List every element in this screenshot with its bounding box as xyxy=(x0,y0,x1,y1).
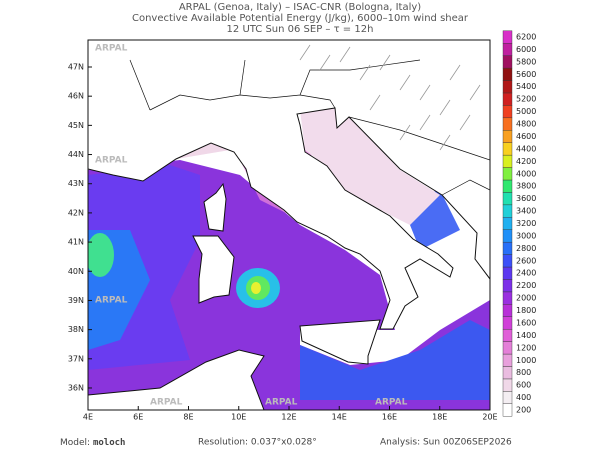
colorbar-swatch xyxy=(502,403,513,417)
lat-label: 46N xyxy=(68,92,84,101)
lon-label: 16E xyxy=(382,413,397,422)
colorbar-label: 3000 xyxy=(516,231,536,240)
colorbar-label: 4000 xyxy=(516,169,536,178)
lat-label: 39N xyxy=(68,296,84,305)
lat-label: 47N xyxy=(68,63,84,72)
lat-label: 44N xyxy=(68,150,84,159)
header-line: ARPAL (Genoa, Italy) – ISAC-CNR (Bologna… xyxy=(179,2,421,13)
watermark: ARPAL xyxy=(265,398,298,408)
lon-label: 18E xyxy=(432,413,447,422)
colorbar-swatch xyxy=(502,204,513,218)
colorbar-label: 1200 xyxy=(516,343,536,352)
colorbar-label: 2200 xyxy=(516,281,536,290)
colorbar-swatch xyxy=(502,105,513,119)
colorbar-label: 5600 xyxy=(516,70,536,79)
watermark: ARPAL xyxy=(95,44,128,54)
lon-label: 12E xyxy=(281,413,296,422)
colorbar-swatch xyxy=(502,391,513,404)
colorbar-swatch xyxy=(502,192,513,206)
colorbar-swatch xyxy=(502,316,513,330)
header-line: 12 UTC Sun 06 SEP – τ = 12h xyxy=(227,24,374,35)
colorbar-label: 200 xyxy=(516,406,531,415)
colorbar-swatch xyxy=(502,378,513,392)
colorbar-label: 1600 xyxy=(516,318,536,327)
colorbar-label: 5000 xyxy=(516,107,536,116)
header-line: Convective Available Potential Energy (J… xyxy=(132,13,469,24)
colorbar-swatch xyxy=(502,353,513,367)
model-label: Model: xyxy=(60,438,90,448)
lat-label: 41N xyxy=(68,238,84,247)
colorbar-swatch xyxy=(502,217,513,230)
colorbar-swatch xyxy=(502,167,513,181)
colorbar-label: 4400 xyxy=(516,144,536,153)
colorbar-label: 3800 xyxy=(516,182,536,191)
lon-label: 4E xyxy=(83,413,93,422)
colorbar-swatch xyxy=(502,279,513,293)
colorbar-swatch xyxy=(502,179,513,193)
footer-analysis: Analysis: Sun 00Z06SEP2026 xyxy=(380,438,512,448)
colorbar-label: 2400 xyxy=(516,269,536,278)
colorbar-label: 5400 xyxy=(516,82,536,91)
colorbar-label: 2000 xyxy=(516,294,536,303)
lon-label: 14E xyxy=(332,413,347,422)
colorbar-swatch xyxy=(502,43,513,56)
footer-resolution: Resolution: 0.037°x0.028° xyxy=(198,438,317,448)
colorbar-label: 4200 xyxy=(516,157,536,166)
colorbar-label: 4800 xyxy=(516,120,536,129)
colorbar-label: 800 xyxy=(516,368,531,377)
colorbar-swatch xyxy=(502,142,513,156)
colorbar-swatch xyxy=(502,80,513,94)
watermark: ARPAL xyxy=(375,398,408,408)
lat-label: 43N xyxy=(68,179,84,188)
colorbar-swatch xyxy=(502,92,513,106)
colorbar-label: 6200 xyxy=(516,33,536,42)
colorbar-label: 600 xyxy=(516,381,531,390)
colorbar-label: 2600 xyxy=(516,256,536,265)
colorbar-swatch xyxy=(502,328,513,342)
colorbar-label: 6000 xyxy=(516,45,536,54)
colorbar-swatch xyxy=(502,341,513,355)
model-name: moloch xyxy=(93,438,126,448)
lat-label: 40N xyxy=(68,267,84,276)
lon-label: 20E xyxy=(482,413,497,422)
colorbar-label: 3400 xyxy=(516,207,536,216)
colorbar-swatch xyxy=(502,130,513,143)
map-field: ARPAL ARPAL ARPAL ARPAL ARPAL ARPAL xyxy=(88,40,490,410)
colorbar-swatch xyxy=(502,154,513,168)
colorbar-label: 1000 xyxy=(516,356,536,365)
lat-label: 38N xyxy=(68,325,84,334)
lon-label: 6E xyxy=(133,413,143,422)
colorbar-swatch xyxy=(502,304,513,317)
colorbar-label: 4600 xyxy=(516,132,536,141)
colorbar-label: 1800 xyxy=(516,306,536,315)
colorbar-label: 5200 xyxy=(516,95,536,104)
colorbar-swatch xyxy=(502,30,513,44)
colorbar-swatch xyxy=(502,254,513,268)
colorbar-swatch xyxy=(502,366,513,380)
lat-label: 45N xyxy=(68,121,84,130)
colorbar-swatch xyxy=(502,67,513,81)
lat-label: 42N xyxy=(68,208,84,217)
watermark: ARPAL xyxy=(95,296,128,306)
lat-label: 36N xyxy=(68,383,84,392)
colorbar-label: 1400 xyxy=(516,331,536,340)
colorbar-swatch xyxy=(502,241,513,255)
colorbar-label: 5800 xyxy=(516,57,536,66)
colorbar-label: 3200 xyxy=(516,219,536,228)
colorbar-swatch xyxy=(502,291,513,305)
colorbar-swatch xyxy=(502,266,513,280)
colorbar-label: 400 xyxy=(516,393,531,402)
colorbar-label: 3600 xyxy=(516,194,536,203)
watermark: ARPAL xyxy=(95,156,128,166)
lat-label: 37N xyxy=(68,354,84,363)
colorbar-swatch xyxy=(502,117,513,131)
footer-model: Model: moloch xyxy=(60,438,125,448)
watermark: ARPAL xyxy=(150,398,183,408)
colorbar-swatch xyxy=(502,55,513,69)
lon-label: 8E xyxy=(183,413,193,422)
colorbar-swatch xyxy=(502,229,513,243)
lon-label: 10E xyxy=(231,413,246,422)
colorbar-label: 2800 xyxy=(516,244,536,253)
